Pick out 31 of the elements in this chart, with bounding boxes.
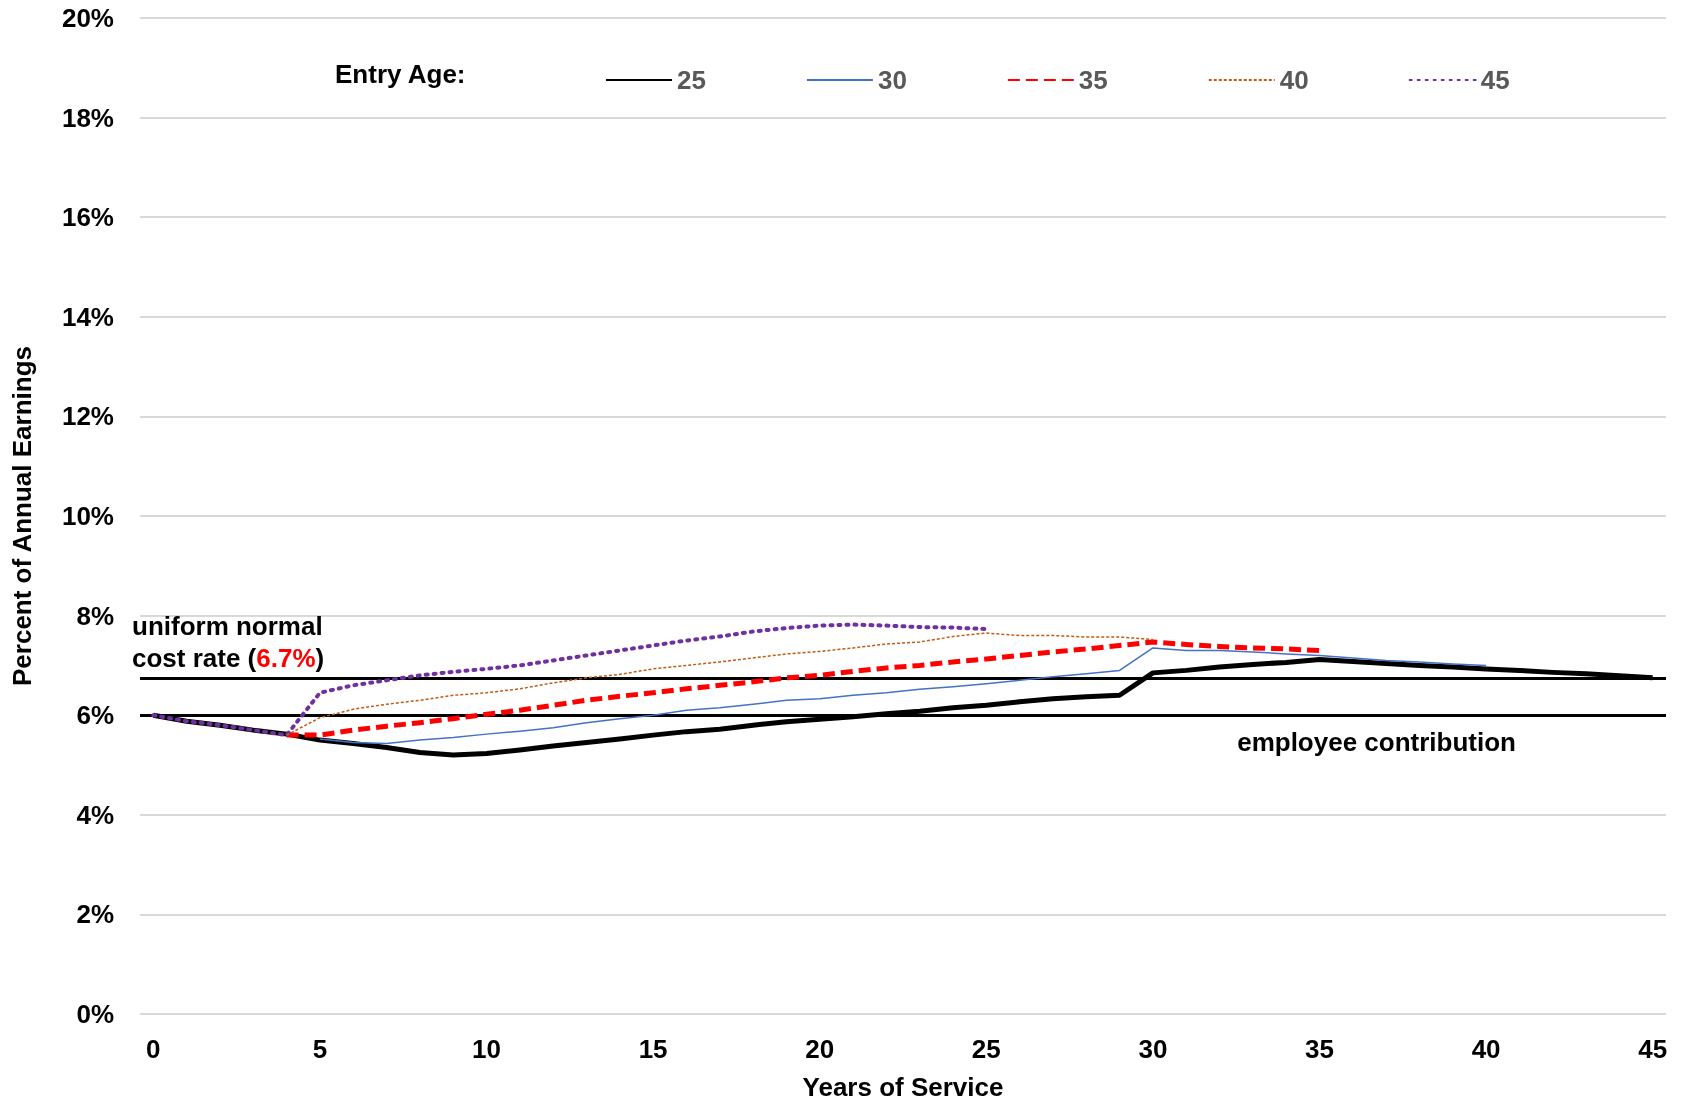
legend-label: 40 bbox=[1279, 65, 1309, 95]
x-tick-label: 10 bbox=[472, 1034, 501, 1064]
y-tick-label: 6% bbox=[76, 700, 114, 731]
ref-line-label: employee contribution bbox=[1237, 727, 1516, 758]
y-tick-label: 12% bbox=[61, 401, 114, 432]
x-tick-label: 5 bbox=[312, 1034, 328, 1064]
y-tick-label: 2% bbox=[76, 899, 114, 930]
legend-label: 30 bbox=[877, 65, 907, 95]
x-tick-label: 40 bbox=[1471, 1034, 1501, 1064]
y-tick-label: 8% bbox=[76, 600, 114, 631]
x-tick-label: 25 bbox=[971, 1034, 1001, 1064]
x-axis-title: Years of Service bbox=[802, 1072, 1004, 1102]
legend-title: Entry Age: bbox=[335, 59, 466, 89]
x-tick-label: 30 bbox=[1138, 1034, 1168, 1064]
x-tick-label: 15 bbox=[638, 1034, 668, 1064]
ref-line-label: uniform normal cost rate (6.7%) bbox=[132, 610, 330, 673]
x-tick-label: 20 bbox=[805, 1034, 835, 1064]
legend-label: 45 bbox=[1480, 65, 1510, 95]
legend-label: 25 bbox=[677, 65, 706, 95]
y-tick-label: 14% bbox=[61, 301, 114, 332]
x-tick-label: 45 bbox=[1638, 1034, 1668, 1064]
y-axis-title: Percent of Annual Earnings bbox=[7, 346, 37, 686]
x-tick-label: 35 bbox=[1305, 1034, 1334, 1064]
y-tick-label: 10% bbox=[61, 501, 114, 531]
y-tick-label: 0% bbox=[76, 999, 114, 1029]
y-tick-label: 16% bbox=[61, 202, 114, 233]
y-tick-label: 18% bbox=[61, 102, 114, 133]
x-tick-label: 0 bbox=[146, 1034, 161, 1064]
y-tick-label: 20% bbox=[61, 3, 114, 33]
y-tick-label: 4% bbox=[76, 799, 114, 830]
legend-label: 35 bbox=[1078, 65, 1108, 95]
